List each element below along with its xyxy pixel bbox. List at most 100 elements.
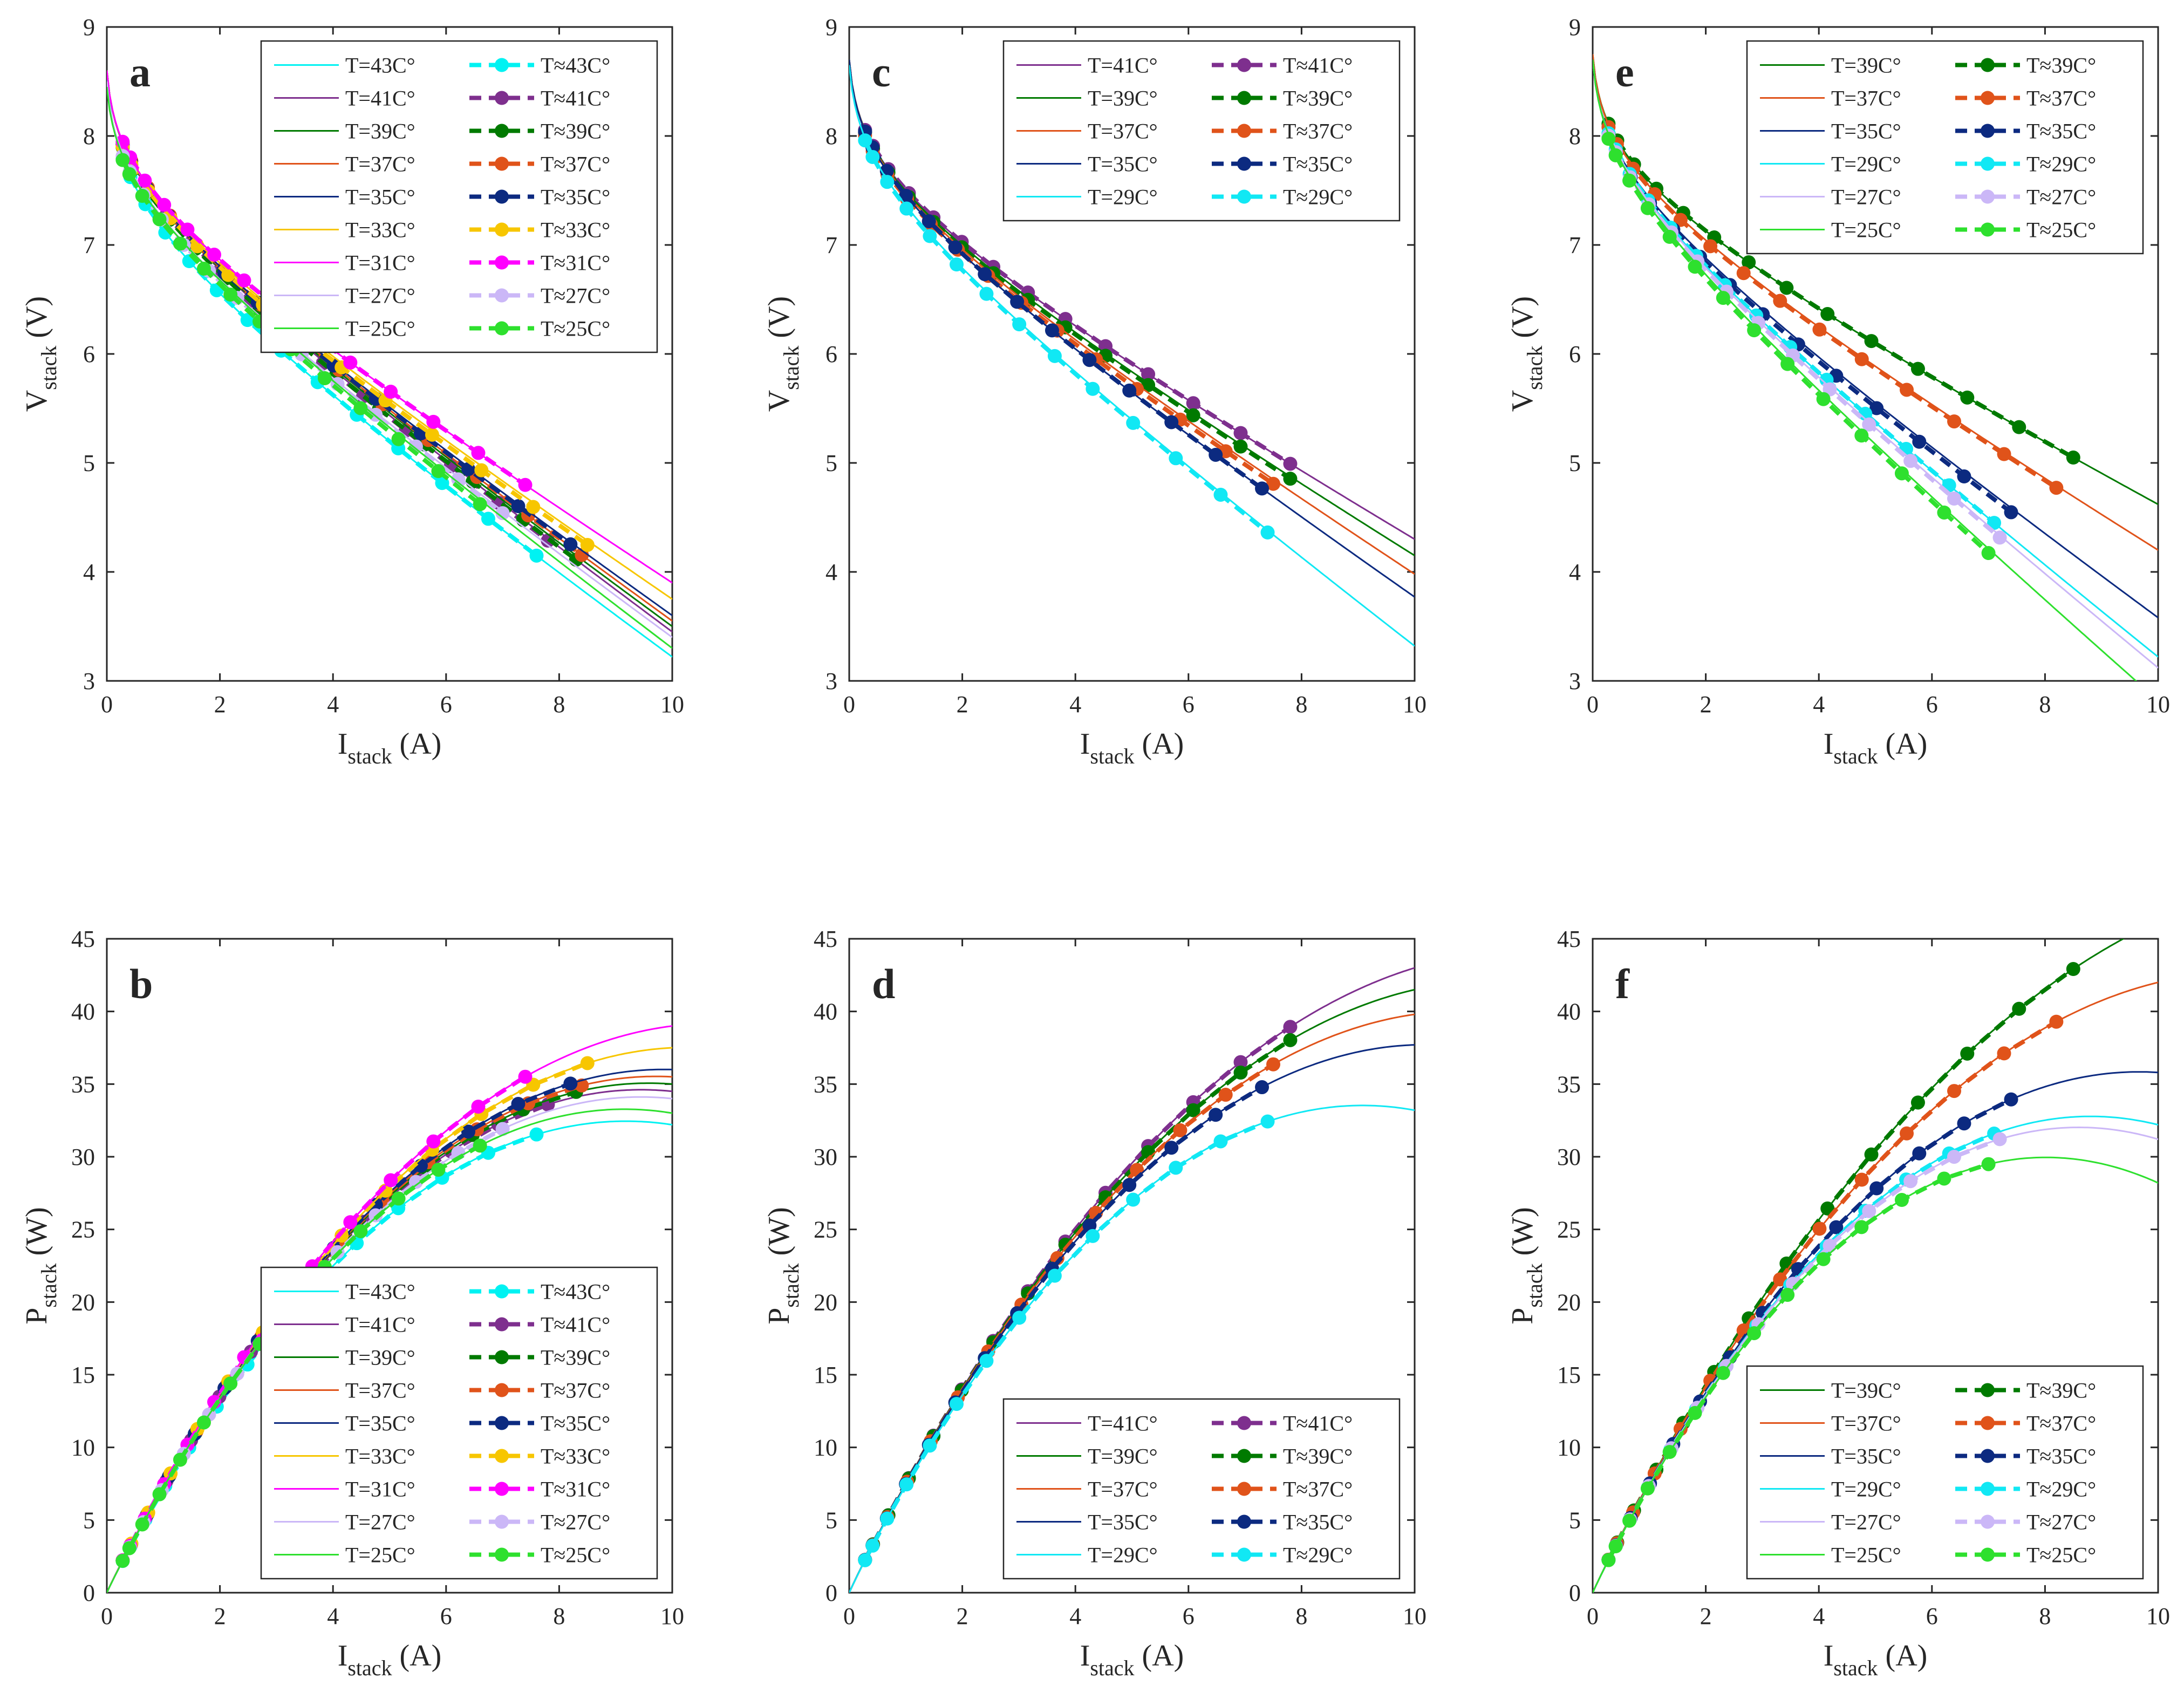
legend-marker xyxy=(1237,189,1251,204)
data-point-T25 xyxy=(353,1224,368,1238)
legend-measured-label: T≈37C° xyxy=(541,1379,610,1403)
x-tick-label: 0 xyxy=(1587,691,1599,718)
legend-marker xyxy=(495,1284,509,1299)
data-point-T29 xyxy=(1169,1161,1183,1175)
legend-measured-label: T≈29C° xyxy=(2026,152,2096,176)
legend-measured-label: T≈39C° xyxy=(1283,1444,1353,1469)
legend-fit-label: T=29C° xyxy=(1831,152,1901,176)
legend-measured-label: T≈31C° xyxy=(541,251,610,275)
data-point-T35 xyxy=(511,1096,525,1111)
y-tick-label: 9 xyxy=(83,14,95,40)
legend-fit-label: T=35C° xyxy=(1831,119,1901,144)
legend-marker xyxy=(495,255,509,270)
data-point-T29 xyxy=(880,1511,895,1526)
x-tick-label: 6 xyxy=(440,691,452,718)
y-axis-label: Vstack (V) xyxy=(20,296,61,412)
x-axis-label: Istack (A) xyxy=(338,1639,442,1680)
legend-fit-label: T=27C° xyxy=(345,284,415,308)
data-point-T31 xyxy=(343,355,358,370)
measured-line-T27 xyxy=(1606,134,2002,540)
legend-marker xyxy=(1237,58,1251,72)
data-point-T29 xyxy=(1260,1114,1275,1129)
data-point-T25 xyxy=(1608,148,1623,162)
data-point-T37 xyxy=(1266,1057,1280,1072)
legend-fit-label: T=35C° xyxy=(1831,1444,1901,1469)
x-tick-label: 8 xyxy=(2039,691,2051,718)
data-point-T29 xyxy=(1047,349,1062,363)
data-point-T41 xyxy=(1283,456,1298,471)
x-axis-label: Istack (A) xyxy=(1824,1639,1928,1680)
panel-e: 0 2 4 6 8 10 3 4 5 6 7 8 9 Istack (A) Vstack (V) e T=39C… xyxy=(1506,14,2170,768)
data-point-T35 xyxy=(1082,353,1097,367)
data-point-T25 xyxy=(431,1163,446,1177)
data-point-T27 xyxy=(495,1122,510,1136)
plot-area xyxy=(1593,54,2158,681)
data-point-T25 xyxy=(1780,357,1795,371)
y-tick-label: 20 xyxy=(1557,1289,1581,1315)
plot-area xyxy=(849,967,1415,1593)
data-point-T25 xyxy=(135,1517,149,1532)
data-point-T31 xyxy=(157,197,172,212)
measured-line-T25 xyxy=(1606,1162,1989,1561)
y-tick-label: 6 xyxy=(1569,341,1581,367)
legend-measured-label: T≈35C° xyxy=(1283,152,1353,176)
data-point-T29 xyxy=(979,1354,994,1368)
legend-marker xyxy=(495,189,509,204)
data-point-T29 xyxy=(1260,525,1275,540)
y-tick-label: 25 xyxy=(814,1217,837,1243)
data-point-T27 xyxy=(1947,1150,1961,1164)
data-point-T25 xyxy=(473,1138,487,1153)
y-tick-label: 8 xyxy=(825,123,837,149)
y-tick-label: 30 xyxy=(71,1144,95,1170)
legend-marker xyxy=(495,321,509,336)
data-point-T25 xyxy=(223,288,238,302)
data-point-T25 xyxy=(1854,428,1869,443)
data-point-T27 xyxy=(1903,454,1918,468)
data-point-T25 xyxy=(1747,1326,1762,1340)
legend-fit-label: T=41C° xyxy=(345,86,415,111)
legend-marker xyxy=(1981,1416,1995,1430)
data-point-T41 xyxy=(1233,1055,1248,1069)
data-point-T31 xyxy=(138,173,152,188)
x-tick-label: 4 xyxy=(1069,691,1081,718)
data-point-T27 xyxy=(1903,1174,1918,1189)
data-point-T25 xyxy=(1894,466,1909,481)
legend-fit-label: T=37C° xyxy=(1831,1411,1901,1436)
legend-measured-label: T≈41C° xyxy=(1283,53,1353,78)
x-tick-label: 8 xyxy=(553,691,565,718)
legend-measured-label: T≈37C° xyxy=(1283,119,1353,144)
measured-line-T29 xyxy=(1606,132,1996,525)
legend-marker xyxy=(1237,91,1251,105)
legend-measured-label: T≈27C° xyxy=(541,1510,610,1534)
data-point-T35 xyxy=(1756,1306,1770,1320)
y-tick-label: 3 xyxy=(83,668,95,694)
data-point-T31 xyxy=(207,248,222,262)
data-point-T35 xyxy=(2004,1092,2018,1107)
data-point-T43 xyxy=(481,511,495,526)
data-point-T35 xyxy=(1869,401,1884,415)
legend-box xyxy=(1746,1365,2144,1580)
data-point-T31 xyxy=(426,1134,441,1149)
legend-fit-label: T=39C° xyxy=(345,1346,415,1370)
y-tick-label: 5 xyxy=(1569,450,1581,476)
data-point-T27 xyxy=(495,506,510,521)
data-point-T41 xyxy=(1233,426,1248,440)
legend-marker xyxy=(495,1416,509,1430)
y-tick-label: 45 xyxy=(814,926,837,952)
measured-line-T39 xyxy=(863,131,1292,481)
data-point-T35 xyxy=(978,267,992,282)
data-point-T29 xyxy=(923,229,937,243)
y-tick-label: 25 xyxy=(71,1217,95,1243)
legend-marker xyxy=(1981,91,1995,105)
data-point-T25 xyxy=(1981,1157,1996,1171)
data-point-T25 xyxy=(122,1541,136,1555)
y-tick-label: 9 xyxy=(1569,14,1581,40)
legend-measured-label: T≈43C° xyxy=(541,53,610,78)
data-point-T29 xyxy=(1126,1192,1141,1207)
data-point-T39 xyxy=(1779,281,1794,295)
legend-fit-label: T=35C° xyxy=(1088,152,1158,176)
data-point-T35 xyxy=(1869,1181,1884,1196)
measured-line-T29 xyxy=(863,1119,1269,1561)
data-point-T37 xyxy=(1854,1172,1869,1187)
legend-measured-label: T≈25C° xyxy=(541,317,610,341)
